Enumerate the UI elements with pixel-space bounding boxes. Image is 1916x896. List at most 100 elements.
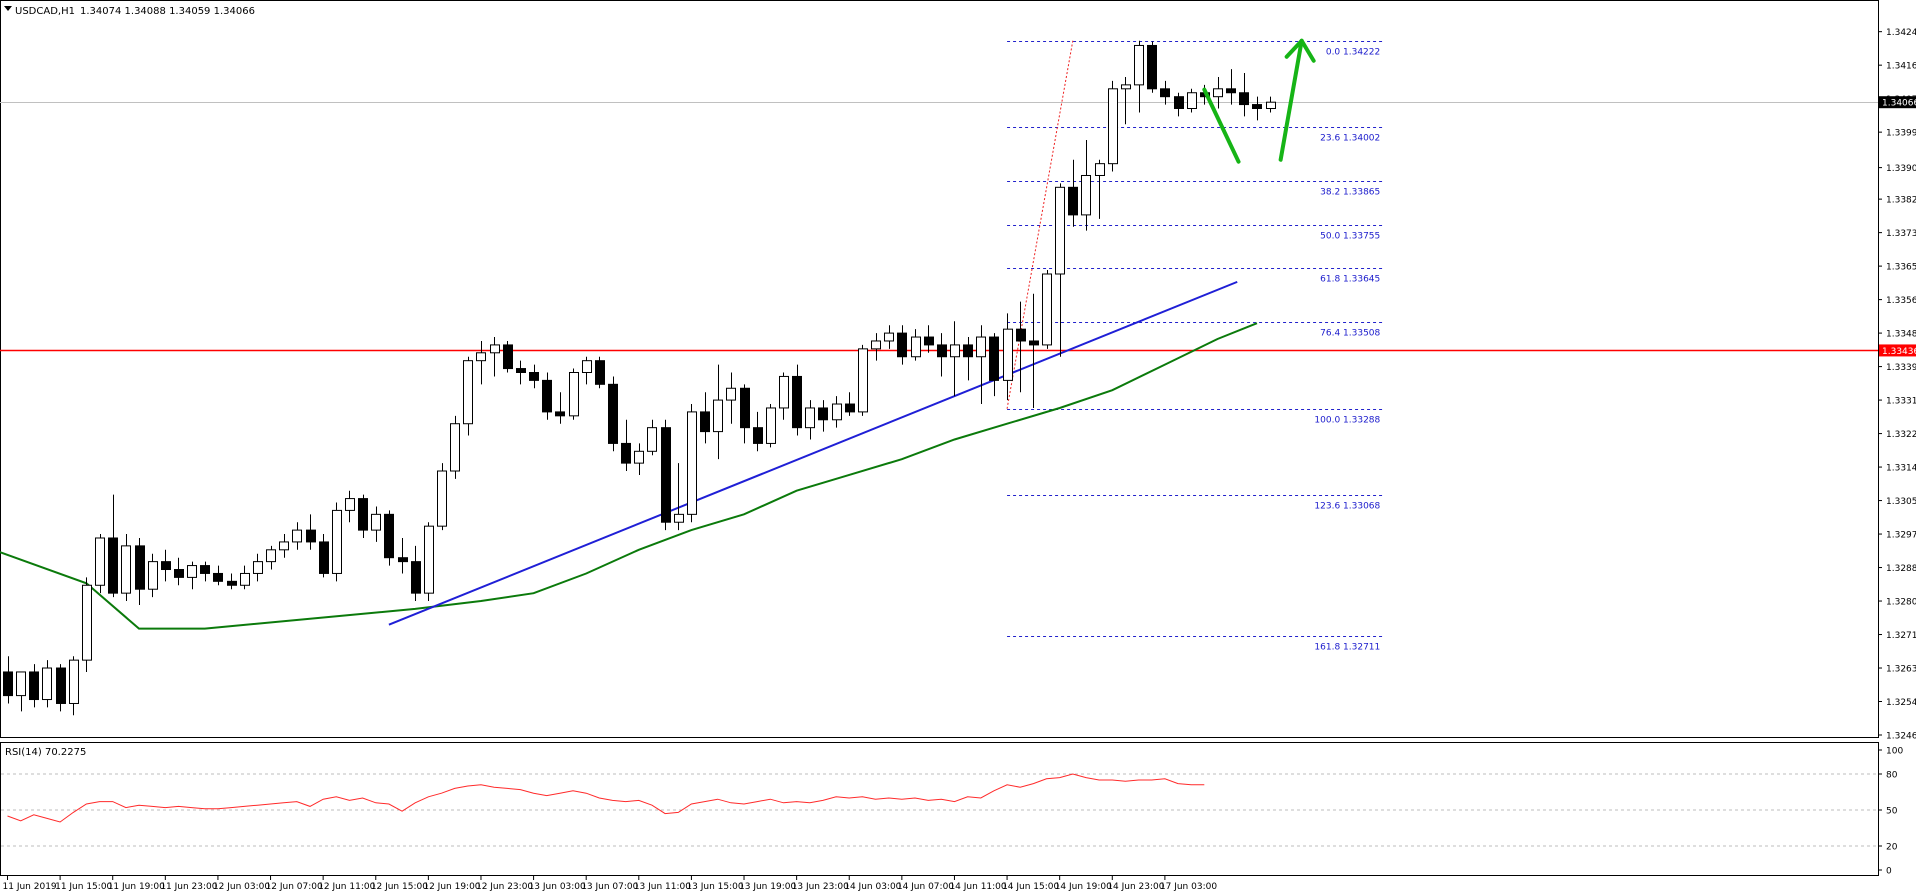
candle (148, 553, 158, 598)
up-projection-arrow (1278, 38, 1304, 162)
candle (647, 419, 657, 456)
candle (450, 415, 460, 479)
bearish-candle-body (306, 529, 316, 543)
time-tick-label: 14 Jun 11:00 (949, 882, 1006, 892)
bearish-candle-body (700, 411, 710, 433)
bullish-candle-body (332, 509, 342, 574)
candle (687, 404, 697, 523)
candle (266, 545, 276, 570)
price-tick-label: 1.33055 (1886, 497, 1916, 507)
price-tick-label: 1.33225 (1886, 430, 1916, 440)
trend-line (388, 280, 1238, 626)
bullish-candle-body (490, 344, 500, 354)
candle (1042, 270, 1052, 349)
time-tick-label: 13 Jun 23:00 (792, 882, 849, 892)
bullish-candle-body (871, 340, 881, 350)
triangle-down-icon (4, 6, 12, 11)
bearish-candle-body (818, 407, 828, 421)
candle (1213, 76, 1223, 109)
candle (135, 537, 145, 605)
fib-level-label-1: 23.6 1.34002 (1320, 134, 1380, 144)
bearish-candle-body (740, 387, 750, 429)
bullish-candle-body (766, 407, 776, 444)
candle (108, 494, 118, 598)
bullish-candle-body (674, 513, 684, 523)
candle (911, 329, 921, 361)
candle (279, 534, 289, 558)
price-tick-label: 1.34160 (1886, 62, 1916, 72)
bearish-candle-body (358, 498, 368, 531)
fib-level-label-7: 123.6 1.33068 (1314, 502, 1380, 512)
price-tick-label: 1.33990 (1886, 129, 1916, 139)
candle (174, 557, 184, 586)
candle (213, 565, 223, 586)
fib-level-label-5: 76.4 1.33508 (1320, 329, 1380, 339)
bearish-candle-body (753, 427, 763, 444)
candle (582, 356, 592, 385)
candle (924, 325, 934, 353)
bearish-candle-body (595, 360, 605, 385)
price-tick-label: 1.32460 (1886, 732, 1916, 742)
bullish-candle-body (582, 360, 592, 374)
up-arrow-head (1284, 38, 1316, 63)
price-tick-label: 1.32630 (1886, 665, 1916, 675)
bullish-candle-body (279, 541, 289, 551)
bullish-candle-body (42, 667, 52, 701)
bullish-candle-body (253, 561, 263, 574)
time-tick-label: 13 Jun 15:00 (686, 882, 743, 892)
bullish-candle-body (1134, 44, 1144, 86)
time-tick-label: 11 Jun 19:00 (108, 882, 165, 892)
candle (555, 392, 565, 424)
candle (740, 384, 750, 444)
candle (187, 561, 197, 590)
chart-header: USDCAD,H1 1.34074 1.34088 1.34059 1.3406… (4, 6, 255, 17)
bullish-candle-body (1055, 186, 1065, 275)
price-tick-label: 1.33735 (1886, 229, 1916, 239)
candle (200, 561, 210, 582)
time-tick-label: 14 Jun 03:00 (844, 882, 901, 892)
fib-level-label-2: 38.2 1.33865 (1320, 188, 1380, 198)
time-tick-label: 12 Jun 11:00 (318, 882, 375, 892)
candle (1226, 69, 1236, 105)
price-tick-label: 1.33140 (1886, 464, 1916, 474)
candles (3, 40, 1276, 716)
bullish-candle-body (832, 403, 842, 421)
candle (1147, 41, 1157, 93)
price-tick-label: 1.33480 (1886, 330, 1916, 340)
price-tick-label: 1.32545 (1886, 698, 1916, 708)
bearish-candle-body (1252, 104, 1262, 110)
bearish-candle-body (608, 383, 618, 444)
bullish-candle-body (1108, 88, 1118, 165)
candle (884, 325, 894, 349)
current-price-marker-label: 1.34066 (1882, 99, 1916, 109)
candle (358, 494, 368, 538)
candle (424, 522, 434, 602)
candle (371, 506, 381, 542)
time-tick-label: 11 Jun 2019 (3, 882, 57, 892)
candle (1095, 159, 1105, 219)
rsi-tick-label: 0 (1886, 867, 1892, 877)
candle (345, 490, 355, 523)
bearish-candle-body (200, 565, 210, 574)
candle (516, 360, 526, 385)
bearish-candle-body (1029, 340, 1039, 346)
price-tick-label: 1.32970 (1886, 531, 1916, 541)
candle (542, 372, 552, 420)
candle (779, 372, 789, 420)
rsi-label: RSI(14) 70.2275 (5, 747, 86, 758)
bearish-candle-body (135, 545, 145, 590)
candle (1266, 96, 1276, 113)
time-tick-label: 13 Jun 19:00 (739, 882, 796, 892)
fib-level-label-3: 50.0 1.33755 (1320, 232, 1380, 242)
bearish-candle-body (529, 372, 539, 381)
candle (42, 660, 52, 708)
candle (463, 356, 473, 436)
down-projection-arrow (1202, 87, 1241, 164)
candle (1108, 80, 1118, 172)
candle (595, 356, 605, 389)
bearish-candle-body (661, 427, 671, 523)
bearish-candle-body (161, 561, 171, 571)
bearish-candle-body (516, 368, 526, 374)
bearish-candle-body (1160, 88, 1170, 98)
